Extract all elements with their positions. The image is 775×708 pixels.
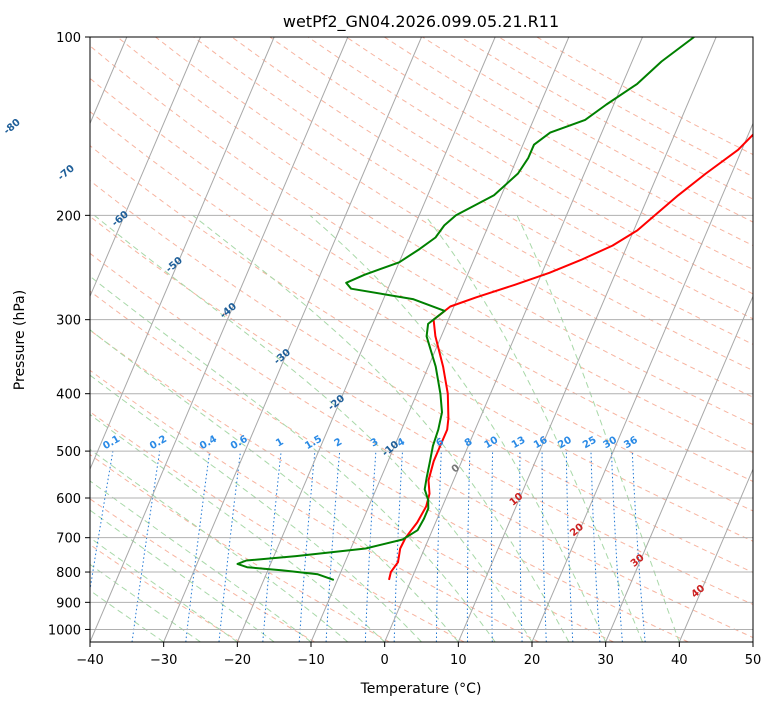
dry-adiabat bbox=[231, 37, 753, 345]
moist-adiabat bbox=[90, 448, 349, 642]
isotherm-line bbox=[236, 37, 496, 642]
x-tick-label: 0 bbox=[381, 653, 389, 668]
moist-adiabat bbox=[516, 215, 680, 642]
dry-adiabat bbox=[90, 45, 753, 454]
mixing-ratio-label: 8 bbox=[463, 436, 475, 449]
x-tick-label: 40 bbox=[671, 653, 688, 668]
moist-adiabat bbox=[424, 214, 643, 642]
mixing-ratio-label: 1 bbox=[274, 436, 286, 449]
dry-adiabat bbox=[90, 498, 315, 642]
mixing-ratio-line bbox=[298, 451, 316, 642]
dry-adiabat bbox=[90, 145, 753, 542]
y-axis-label: Pressure (hPa) bbox=[12, 290, 28, 390]
moist-adiabat bbox=[90, 275, 496, 642]
mixing-ratio-line bbox=[631, 451, 646, 642]
x-tick-label: −10 bbox=[297, 653, 324, 668]
x-axis-label: Temperature (°C) bbox=[360, 681, 482, 697]
mixing-ratio-line bbox=[218, 451, 241, 642]
y-tick-label: 800 bbox=[56, 566, 81, 581]
x-tick-label: −40 bbox=[76, 653, 103, 668]
moist-adiabat bbox=[93, 214, 533, 642]
mixing-ratio-label: 4 bbox=[395, 436, 407, 449]
sounding-series bbox=[236, 37, 753, 581]
moist-adiabat bbox=[90, 563, 201, 642]
background-lines bbox=[90, 37, 753, 642]
isotherm-line bbox=[90, 37, 201, 298]
isotherm-line bbox=[310, 37, 570, 642]
mixing-ratio-label: 2 bbox=[333, 436, 345, 449]
x-tick-label: 30 bbox=[597, 653, 614, 668]
moist-adiabat bbox=[90, 374, 422, 642]
moist-adiabat bbox=[90, 480, 312, 642]
dry-adiabat bbox=[90, 411, 465, 642]
plot-frame bbox=[89, 36, 754, 643]
isotherm-line bbox=[384, 37, 643, 642]
dry-adiabat bbox=[90, 179, 753, 573]
isotherm-line bbox=[163, 37, 422, 642]
y-tick-label: 500 bbox=[56, 445, 81, 460]
moist-adiabat bbox=[90, 329, 459, 642]
y-tick-label: 1000 bbox=[48, 623, 81, 638]
chart-title: wetPf2_GN04.2026.099.05.21.R11 bbox=[283, 12, 559, 32]
isotherm-line bbox=[457, 37, 717, 642]
y-tick-label: 100 bbox=[56, 31, 81, 46]
y-tick-label: 200 bbox=[56, 209, 81, 224]
moist-adiabat bbox=[90, 413, 386, 642]
dry-adiabat bbox=[117, 37, 753, 426]
isotherm-line bbox=[531, 122, 753, 642]
moist-adiabat bbox=[90, 589, 164, 642]
isotherm-line bbox=[90, 37, 349, 642]
y-tick-label: 300 bbox=[56, 314, 81, 329]
dry-adiabat bbox=[90, 110, 753, 512]
mixing-ratio-label: 3 bbox=[369, 436, 381, 449]
isotherm-line bbox=[90, 37, 275, 471]
y-tick-label: 600 bbox=[56, 492, 81, 507]
y-tick-label: 700 bbox=[56, 532, 81, 547]
y-tick-label: 400 bbox=[56, 388, 81, 403]
mixing-ratio-line bbox=[185, 451, 211, 642]
y-axis: 100 200 300 400 500 600 700 800 900 1000 bbox=[48, 31, 90, 638]
dry-adiabat bbox=[90, 329, 614, 642]
moist-adiabat bbox=[90, 537, 238, 642]
x-tick-label: −20 bbox=[224, 653, 251, 668]
dry-adiabat bbox=[90, 369, 540, 642]
x-tick-label: 50 bbox=[745, 653, 762, 668]
mixing-ratio-label: 6 bbox=[434, 436, 446, 449]
x-axis: −40 −30 −20 −10 0 10 20 30 40 50 bbox=[76, 642, 761, 668]
x-tick-label: −30 bbox=[150, 653, 177, 668]
x-tick-label: 20 bbox=[524, 653, 541, 668]
isotherm-line bbox=[678, 467, 753, 642]
dewpoint-line bbox=[236, 37, 695, 581]
isotherm-line bbox=[605, 295, 753, 642]
dry-adiabat bbox=[307, 37, 753, 295]
x-tick-label: 10 bbox=[450, 653, 467, 668]
moist-adiabat bbox=[309, 214, 607, 642]
y-tick-label: 900 bbox=[56, 596, 81, 611]
mixing-ratio-line bbox=[90, 451, 114, 593]
dry-adiabat bbox=[90, 215, 753, 606]
dry-adiabat bbox=[90, 454, 390, 642]
dry-adiabat bbox=[90, 252, 753, 639]
mixing-ratio-line bbox=[262, 451, 282, 642]
